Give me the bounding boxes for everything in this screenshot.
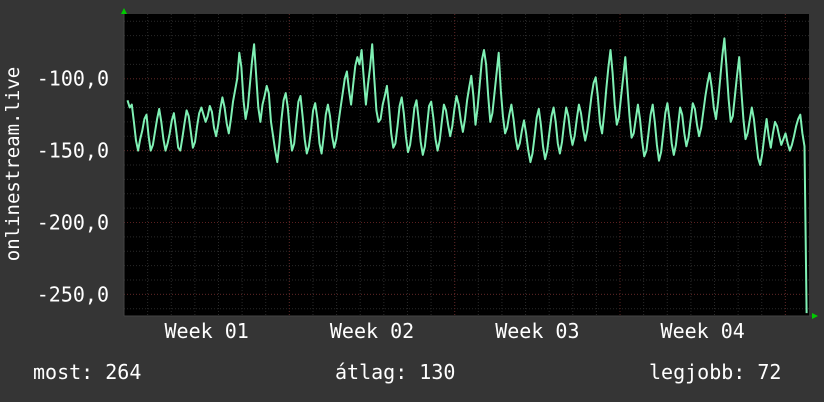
average-value: átlag: 130 <box>335 360 456 384</box>
x-axis-ticks: Week 01 Week 02 Week 03 Week 04 <box>165 319 745 343</box>
x-tick-label: Week 02 <box>330 319 414 343</box>
stats-footer: most: 264 átlag: 130 legjobb: 72 <box>0 360 824 390</box>
grid-minor <box>124 14 809 316</box>
y-tick-label: -250,0 <box>37 282 109 306</box>
y-axis-ticks: -100,0 -150,0 -200,0 -250,0 <box>37 67 109 307</box>
x-tick-label: Week 03 <box>495 319 579 343</box>
x-axis-arrow-icon <box>812 313 818 319</box>
current-value: most: 264 <box>33 360 142 384</box>
series-line <box>126 37 808 314</box>
y-tick-label: -100,0 <box>37 67 109 91</box>
y-tick-label: -200,0 <box>37 211 109 235</box>
x-tick-label: Week 01 <box>165 319 249 343</box>
best-value: legjobb: 72 <box>649 360 782 384</box>
y-axis-label: onlinestream.live <box>2 66 24 262</box>
x-tick-label: Week 04 <box>661 319 745 343</box>
y-tick-label: -150,0 <box>37 139 109 163</box>
y-axis-label-container: onlinestream.live <box>0 0 26 318</box>
y-axis-arrow-icon <box>121 8 127 14</box>
